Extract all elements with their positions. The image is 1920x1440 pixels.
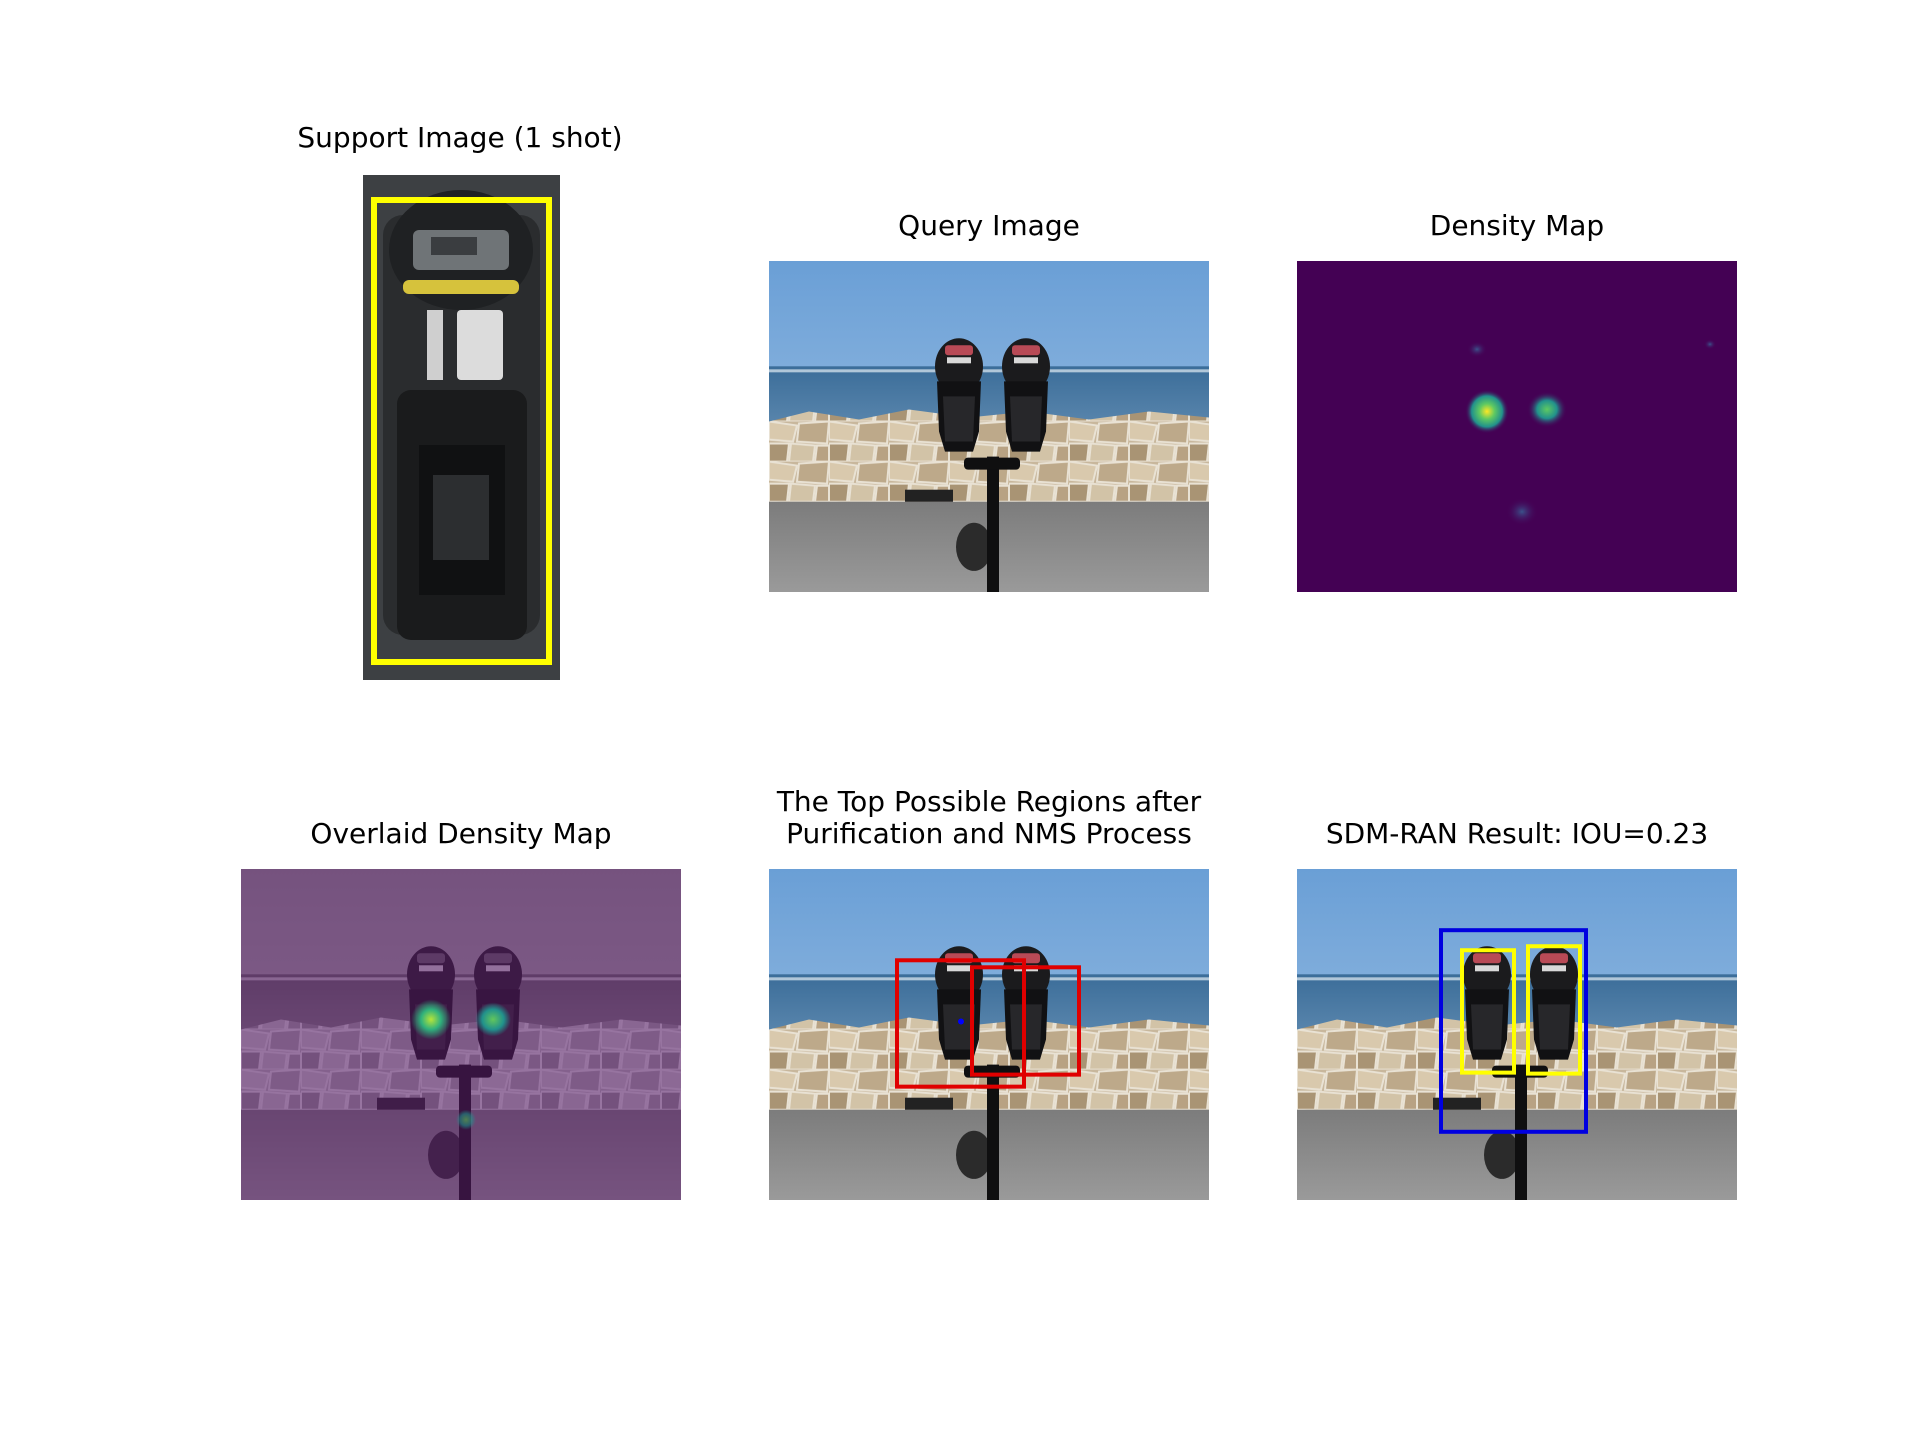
top-regions-title-line2: Purification and NMS Process: [786, 817, 1192, 850]
prediction-box: [1439, 928, 1588, 1134]
support-image-title: Support Image (1 shot): [297, 121, 623, 154]
query-image-title: Query Image: [898, 209, 1080, 242]
query-image: [769, 261, 1209, 592]
ground-truth-box-2: [1526, 944, 1582, 1076]
result-image: [1297, 869, 1737, 1200]
region-box-2: [970, 965, 1081, 1077]
region-box-1: [895, 958, 1026, 1089]
overlaid-density-map: [241, 869, 681, 1200]
overlaid-density-map-title: Overlaid Density Map: [310, 817, 612, 850]
density-map-title: Density Map: [1429, 209, 1605, 242]
top-regions-title-line1: The Top Possible Regions after: [776, 785, 1202, 818]
support-image: [363, 175, 560, 680]
ground-truth-box-1: [1460, 948, 1516, 1075]
top-regions-image: [769, 869, 1209, 1200]
top-regions-title: The Top Possible Regions after Purificat…: [769, 786, 1209, 850]
density-map: [1297, 261, 1737, 592]
result-title: SDM-RAN Result: IOU=0.23: [1325, 817, 1709, 850]
